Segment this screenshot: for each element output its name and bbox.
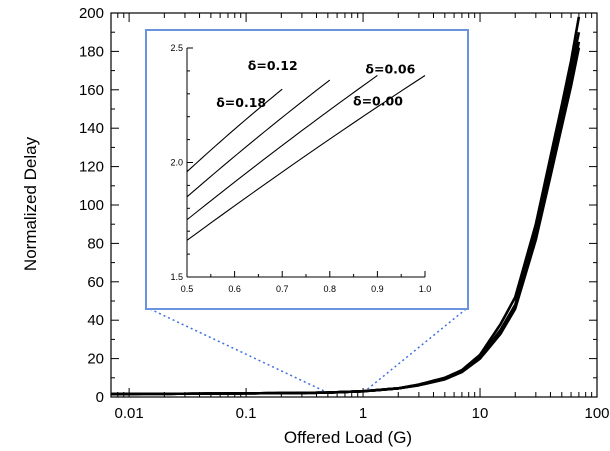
zoom-connector-right [362,308,467,394]
y-tick-label: 100 [79,197,104,214]
zoom-connector-left [149,308,329,394]
inset-x-tick-label: 0.6 [228,284,241,294]
x-tick-label: 100 [584,405,609,422]
inset-curve [186,79,331,198]
inset-curve [186,88,283,173]
x-axis-title: Offered Load (G) [284,428,412,447]
main-axis-ticks [110,12,598,398]
inset-series-label: δ=0.00 [353,93,403,108]
inset-series-label: δ=0.12 [248,58,298,73]
inset-series-label: δ=0.06 [365,61,415,76]
inset-y-tick-label: 1.5 [170,272,183,282]
x-tick-label: 0.1 [236,405,257,422]
y-tick-label: 160 [79,82,104,99]
inset-curve [186,75,378,221]
y-tick-label: 20 [87,351,104,368]
inset-axes: 0.5 0.6 0.7 0.8 0.9 1.0 1.5 2.0 2.5 [170,43,431,294]
delay-curve [110,47,581,396]
inset-y-tick-label: 2.5 [170,43,183,53]
y-tick-label: 80 [87,235,104,252]
inset-series-group [186,75,426,241]
y-axis-title: Normalized Delay [21,136,40,271]
x-tick-label: 0.01 [115,405,144,422]
inset-x-tick-label: 1.0 [419,284,432,294]
y-tick-labels: 0 20 40 60 80 100 120 140 160 180 200 [79,5,104,406]
y-tick-label: 40 [87,312,104,329]
zoom-connectors [149,308,467,394]
x-tick-label: 10 [472,405,489,422]
y-tick-label: 180 [79,43,104,60]
inset-x-tick-label: 0.5 [181,284,194,294]
inset-x-tick-label: 0.7 [276,284,289,294]
inset-frame [145,29,469,310]
y-tick-label: 200 [79,5,104,22]
inset-x-tick-label: 0.8 [324,284,337,294]
y-tick-label: 120 [79,159,104,176]
inset-series-labels: δ=0.00 δ=0.06 δ=0.12 δ=0.18 [216,58,415,110]
inset-x-tick-label: 0.9 [371,284,384,294]
inset-series-label: δ=0.18 [216,95,266,110]
y-tick-label: 140 [79,120,104,137]
x-tick-label: 1 [359,405,367,422]
main-series-group [110,16,581,396]
y-tick-label: 0 [96,389,104,406]
inset-y-tick-label: 2.0 [170,158,183,168]
inset-curve [186,75,426,241]
x-tick-labels: 0.01 0.1 1 10 100 [115,405,610,422]
y-tick-label: 60 [87,274,104,291]
